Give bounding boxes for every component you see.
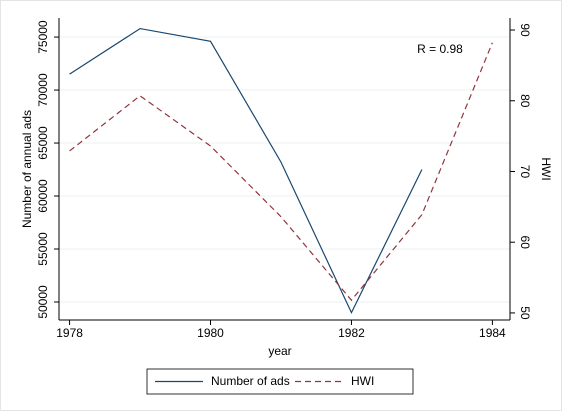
y-tick-label: 65000 xyxy=(36,126,50,160)
x-tick-label: 1978 xyxy=(56,326,83,340)
y-tick-label: 60000 xyxy=(36,179,50,213)
legend-label: Number of ads xyxy=(211,374,290,388)
y2-tick-label: 80 xyxy=(518,94,532,108)
y2-tick-label: 50 xyxy=(518,306,532,320)
x-tick-label: 1982 xyxy=(338,326,365,340)
y2-tick-label: 90 xyxy=(518,23,532,37)
y-tick-label: 75000 xyxy=(36,20,50,54)
y2-tick-label: 60 xyxy=(518,236,532,250)
x-tick-label: 1980 xyxy=(197,326,224,340)
legend-label: HWI xyxy=(351,374,374,388)
x-tick-label: 1984 xyxy=(479,326,506,340)
series-line xyxy=(69,42,493,302)
y-tick-label: 50000 xyxy=(36,285,50,319)
x-axis-title: year xyxy=(268,344,291,358)
y2-axis-title: HWI xyxy=(539,157,553,180)
y-tick-label: 70000 xyxy=(36,73,50,107)
series-line xyxy=(69,27,423,314)
y-axis-title: Number of annual ads xyxy=(20,110,34,228)
annotation: R = 0.98 xyxy=(417,42,463,56)
y-tick-label: 55000 xyxy=(36,232,50,266)
y2-tick-label: 70 xyxy=(518,165,532,179)
